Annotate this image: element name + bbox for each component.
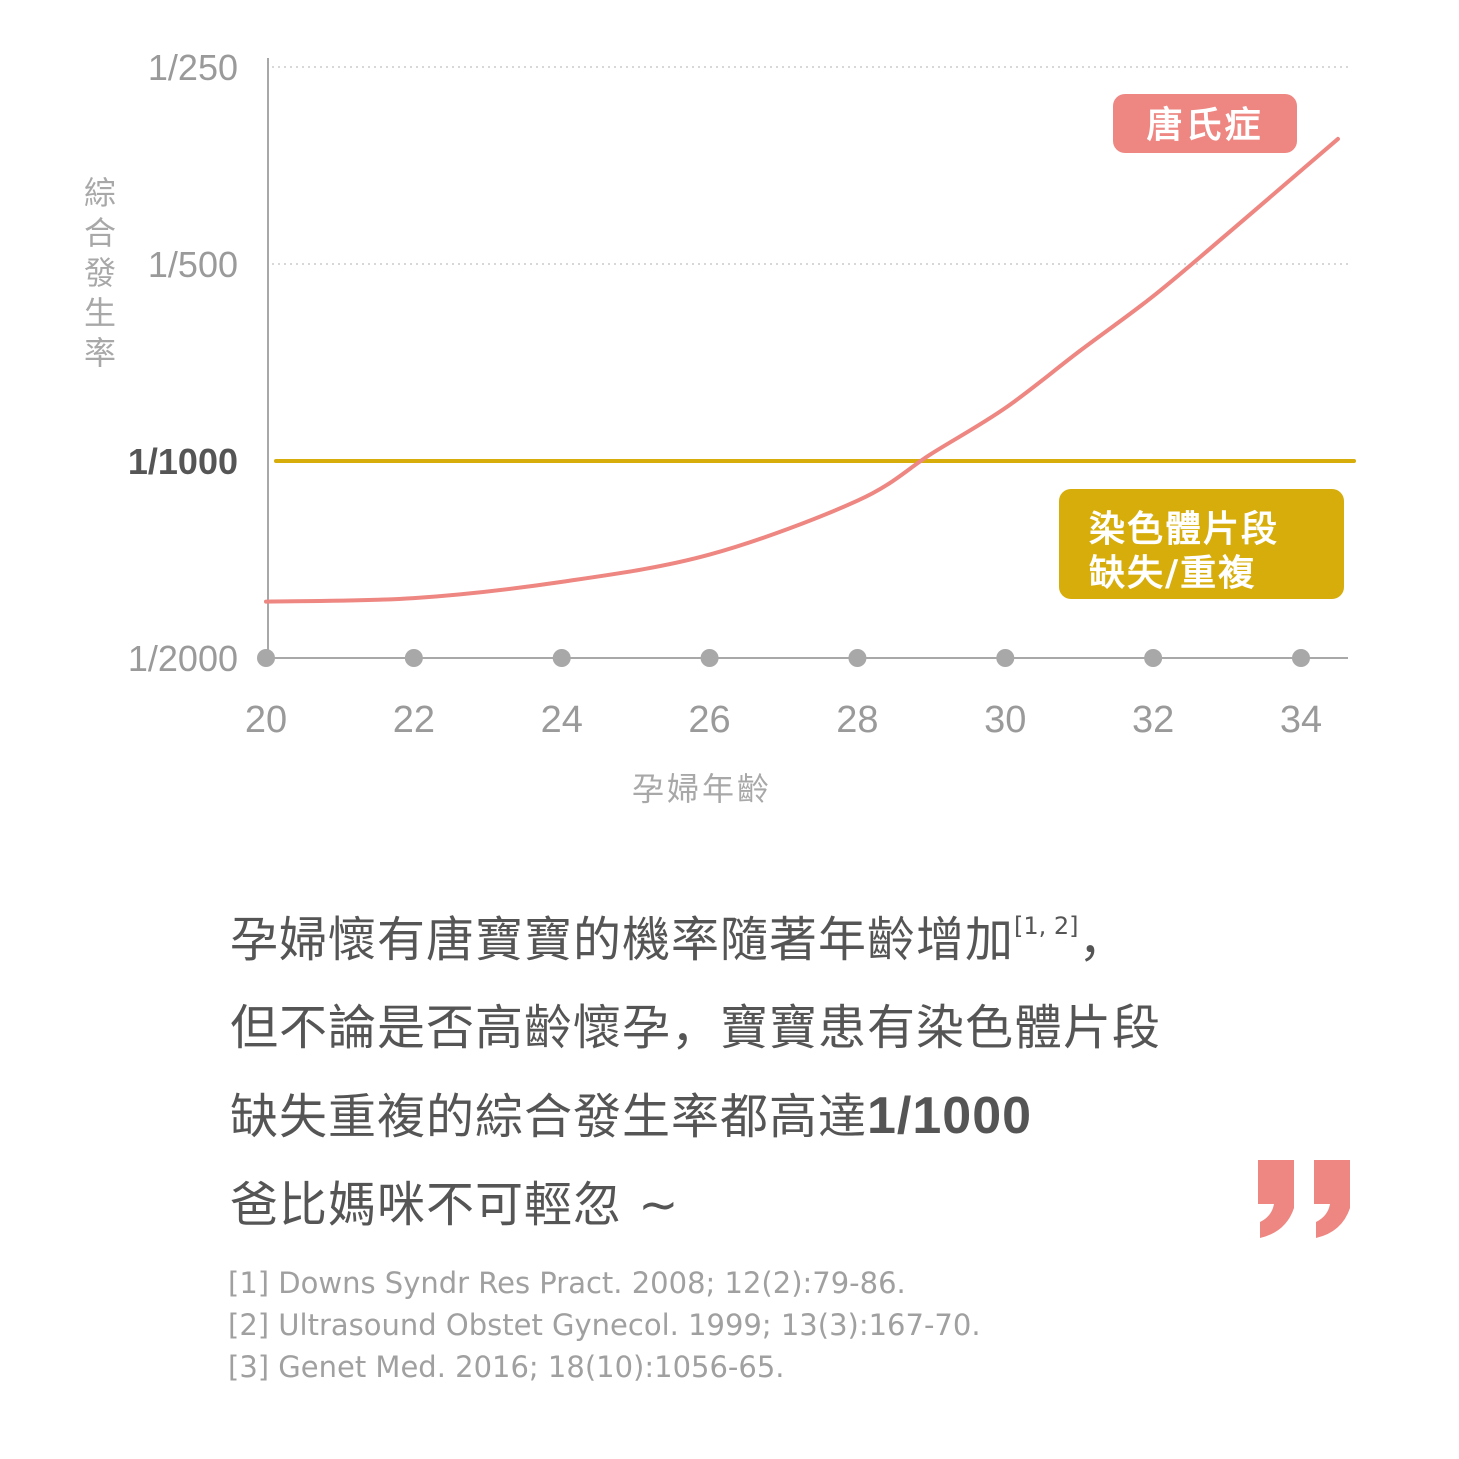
y-axis-title-char: 綜 <box>84 174 116 212</box>
y-tick-label: 1/500 <box>148 244 238 285</box>
reference-1: [1] Downs Syndr Res Pract. 2008; 12(2):7… <box>228 1266 906 1300</box>
y-axis-title-char: 生 <box>84 294 116 332</box>
microdeletion-label-bg <box>1059 489 1344 599</box>
quote-line-1-text: 孕婦懷有唐寶寶的機率隨著年齡增加 <box>230 912 1015 968</box>
quote-line-2: 但不論是否高齡懷孕，寶寶患有染色體片段 <box>230 1000 1162 1056</box>
quote-line-4: 爸比媽咪不可輕忽 ~ <box>230 1177 680 1233</box>
x-tick-marker <box>700 649 719 667</box>
x-tick-marker <box>1144 649 1163 667</box>
x-tick-marker <box>996 649 1015 667</box>
quote-block: 孕婦懷有唐寶寶的機率隨著年齡增加[1, 2]， 但不論是否高齡懷孕，寶寶患有染色… <box>230 882 1340 1249</box>
down-syndrome-label-bg <box>1113 94 1297 153</box>
down-syndrome-line <box>264 136 1340 604</box>
y-axis-title-char: 率 <box>84 334 116 372</box>
y-tick-label: 1/1000 <box>128 441 238 482</box>
x-tick-marker <box>404 649 423 667</box>
down-syndrome-label-text: 唐氏症 <box>1146 104 1263 146</box>
microdeletion-label: 染色體片段 缺失/重複 <box>1059 489 1344 599</box>
x-axis-title: 孕婦年齡 <box>632 770 772 808</box>
quote-line-3: 缺失重複的綜合發生率都高達1/1000 <box>230 1072 1340 1161</box>
x-tick-label: 32 <box>1132 699 1174 741</box>
quote-line-3-text: 缺失重複的綜合發生率都高達 <box>230 1089 868 1145</box>
references: [1] Downs Syndr Res Pract. 2008; 12(2):7… <box>228 1262 981 1388</box>
x-tick-label: 28 <box>836 699 878 741</box>
microdeletion-label-line2: 缺失/重複 <box>1089 553 1256 594</box>
x-tick-marker <box>1292 649 1310 667</box>
y-tick-label: 1/2000 <box>128 638 238 679</box>
x-tick-label: 26 <box>688 699 730 741</box>
x-tick-label: 20 <box>245 699 287 741</box>
citation-superscript: [1, 2] <box>1014 912 1079 940</box>
x-tick-marker <box>552 649 571 667</box>
y-tick-label: 1/250 <box>148 47 238 88</box>
series <box>264 136 1356 604</box>
quote-line-1: 孕婦懷有唐寶寶的機率隨著年齡增加[1, 2]， <box>230 882 1340 984</box>
y-axis-title: 綜合發生率 <box>84 174 116 372</box>
down-syndrome-label: 唐氏症 <box>1113 94 1297 153</box>
reference-3: [3] Genet Med. 2016; 18(10):1056-65. <box>228 1350 785 1384</box>
y-axis-title-char: 發 <box>84 254 116 292</box>
quote-line-1-end: ， <box>1078 912 1128 968</box>
axes <box>266 58 1348 659</box>
microdeletion-label-line1: 染色體片段 <box>1089 509 1279 550</box>
x-tick-label: 34 <box>1280 699 1322 741</box>
x-tick-marker <box>257 649 275 667</box>
x-tick-label: 22 <box>393 699 435 741</box>
y-axis-title-char: 合 <box>84 214 116 252</box>
x-tick-label: 24 <box>541 699 583 741</box>
quote-highlight-value: 1/1000 <box>867 1087 1033 1145</box>
x-tick-label: 30 <box>984 699 1026 741</box>
reference-2: [2] Ultrasound Obstet Gynecol. 1999; 13(… <box>228 1308 981 1342</box>
x-tick-marker <box>848 649 867 667</box>
